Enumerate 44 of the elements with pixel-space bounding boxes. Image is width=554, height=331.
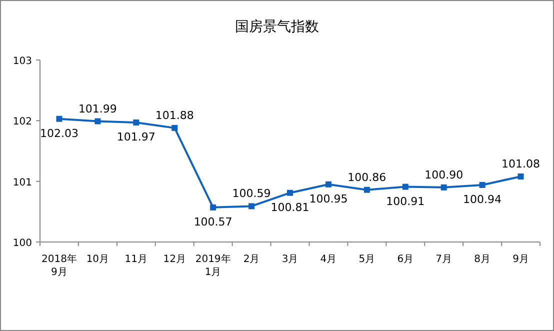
data-label: 100.59	[232, 187, 271, 200]
data-label: 100.90	[424, 168, 464, 182]
x-tick-label: 10月	[86, 254, 110, 265]
point	[402, 184, 408, 190]
point	[440, 184, 447, 190]
x-tick-label: 12月	[163, 254, 186, 265]
data-label: 100.91	[386, 194, 425, 208]
x-tick-label: 4月	[320, 254, 337, 265]
point	[325, 181, 332, 188]
point	[479, 182, 486, 188]
x-tick-label: 2019年 1月	[195, 253, 231, 278]
x-tick-label: 5月	[358, 254, 376, 265]
x-tick-label: 7月	[436, 254, 452, 265]
x-tick-label: 3月	[282, 254, 298, 265]
point	[518, 173, 524, 180]
data-label: 101.97	[116, 130, 156, 144]
y-tick-label: 102	[12, 116, 32, 128]
x-tick-label: 2018年 9月	[42, 253, 77, 278]
data-label: 100.81	[270, 200, 310, 214]
point	[210, 204, 216, 210]
data-label: 102.03	[40, 126, 78, 140]
x-tick-label: 11月	[124, 254, 148, 265]
point	[56, 116, 62, 122]
data-label: 101.08	[502, 157, 540, 170]
point	[364, 186, 370, 193]
x-tick-label: 8月	[474, 254, 490, 265]
x-tick-label: 6月	[397, 254, 414, 265]
chart-title: 国房景气指数	[235, 19, 319, 35]
x-tick-label: 2月	[243, 254, 260, 265]
point	[94, 118, 101, 124]
y-tick-label: 103	[12, 56, 32, 67]
point	[133, 119, 140, 126]
data-label: 101.88	[155, 108, 194, 122]
data-label: 100.94	[463, 192, 502, 206]
y-tick-label: 101	[12, 177, 32, 188]
data-label: 101.99	[78, 102, 117, 116]
x-tick-label: 9月	[512, 254, 529, 265]
data-label: 100.86	[348, 170, 386, 184]
point	[248, 203, 255, 210]
point	[287, 190, 293, 196]
y-tick-label: 100	[12, 238, 32, 249]
data-label: 100.95	[309, 192, 348, 206]
point	[172, 124, 178, 131]
data-label: 100.57	[194, 215, 232, 228]
